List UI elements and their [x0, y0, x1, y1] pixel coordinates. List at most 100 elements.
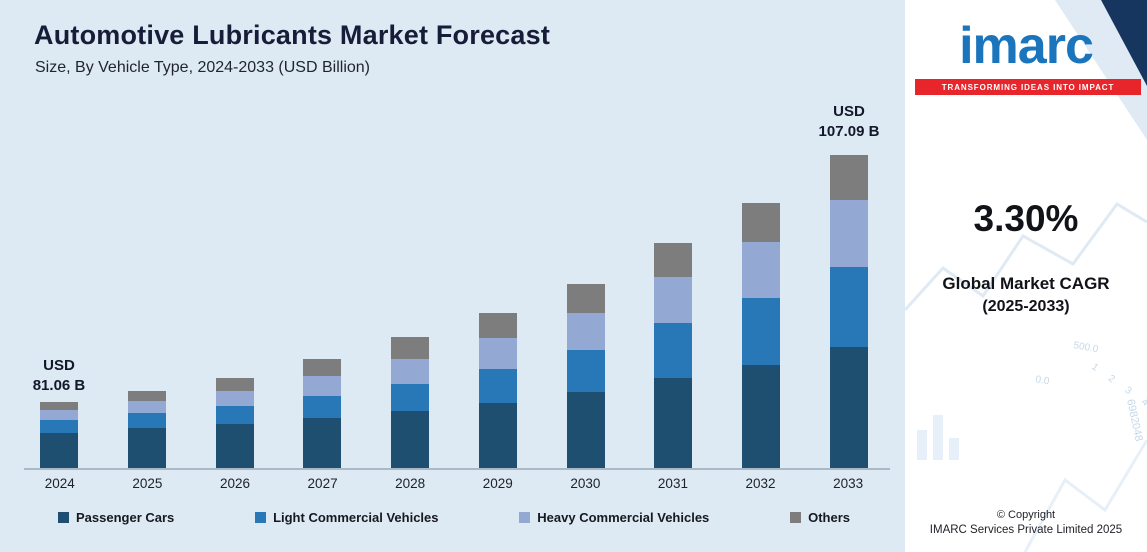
bar-segment-others [742, 203, 781, 242]
annotation-usd-2024-line2: 81.06 B [32, 377, 86, 394]
x-axis-label: 2030 [570, 476, 601, 491]
chart-legend: Passenger Cars Light Commercial Vehicles H… [58, 510, 850, 525]
bar-segment-heavy-commercial-vehicles [566, 313, 605, 350]
bar-segment-heavy-commercial-vehicles [478, 338, 517, 369]
bar-segment-others [215, 378, 254, 391]
x-axis-label: 2025 [132, 476, 163, 491]
legend-swatch [255, 512, 267, 523]
cagr-period: (2025-2033) [982, 298, 1070, 315]
imarc-logo: imarc [959, 17, 1094, 75]
page-title: Automotive Lubricants Market Forecast [34, 20, 551, 50]
bar-segment-light-commercial-vehicles [127, 413, 166, 428]
deco-number-max: 500.0 [1072, 340, 1099, 355]
deco-bar-3 [949, 438, 959, 460]
bar-2032 [742, 203, 781, 468]
legend-label: Passenger Cars [76, 510, 175, 525]
bar-segment-others [40, 402, 78, 410]
bar-segment-light-commercial-vehicles [478, 369, 517, 403]
bar-segment-heavy-commercial-vehicles [127, 401, 166, 413]
bar-segment-heavy-commercial-vehicles [303, 376, 342, 396]
bar-segment-heavy-commercial-vehicles [829, 200, 868, 267]
bar-segment-light-commercial-vehicles [391, 384, 430, 411]
cagr-label: Global Market CAGR [942, 274, 1110, 293]
legend-item: Heavy Commercial Vehicles [519, 510, 709, 525]
x-axis-label: 2033 [833, 476, 864, 491]
annotation-usd-2033-line2: 107.09 B [818, 123, 880, 140]
x-axis-label: 2024 [44, 476, 75, 491]
bar-segment-light-commercial-vehicles [303, 396, 342, 418]
bar-segment-light-commercial-vehicles [40, 420, 78, 433]
x-axis-label: 2028 [395, 476, 426, 491]
cagr-value: 3.30% [973, 198, 1079, 239]
bar-segment-others [391, 337, 430, 359]
bar-segment-passenger-cars [391, 411, 430, 468]
deco-navy-corner [1101, 0, 1147, 86]
chart-section: Automotive Lubricants Market Forecast Si… [0, 0, 905, 552]
bar-segment-passenger-cars [478, 403, 517, 468]
x-axis-labels: 2024 2025 2026 2027 2028 2029 2030 2031 2032 2033 [16, 476, 892, 491]
right-panel: 500.0 0.0 1 2 3 4 5 6982048 imarc TRANSF… [905, 0, 1147, 552]
legend-label: Others [808, 510, 850, 525]
deco-number-min: 0.0 [1034, 374, 1050, 387]
copyright-line2: IMARC Services Private Limited 2025 [929, 524, 1123, 536]
bar-2033 [829, 155, 868, 468]
x-axis-label: 2029 [482, 476, 513, 491]
bar-segment-others [303, 359, 342, 376]
bar-segment-others [829, 155, 868, 200]
bar-segment-others [127, 391, 166, 401]
annotation-usd-2024: USD 81.06 B [11, 356, 107, 396]
annotation-usd-2033-line1: USD [833, 103, 865, 120]
bar-segment-passenger-cars [40, 433, 78, 468]
imarc-logo-block: imarc TRANSFORMING IDEAS INTO IMPACT [905, 17, 1147, 96]
bar-2030 [566, 284, 605, 468]
deco-line-chart [905, 202, 1147, 312]
deco-bar-1 [917, 430, 927, 460]
bar-segment-heavy-commercial-vehicles [742, 242, 781, 298]
bar-2026 [215, 378, 254, 468]
bar-segment-passenger-cars [742, 365, 781, 468]
legend-swatch [519, 512, 531, 523]
copyright-block: © Copyright IMARC Services Private Limit… [905, 509, 1147, 536]
bar-segment-others [566, 284, 605, 313]
imarc-tagline-banner: TRANSFORMING IDEAS INTO IMPACT [915, 79, 1141, 96]
bar-segment-heavy-commercial-vehicles [40, 410, 78, 420]
bar-segment-heavy-commercial-vehicles [391, 359, 430, 384]
bar-segment-light-commercial-vehicles [215, 406, 254, 424]
bar-2027 [303, 359, 342, 468]
bar-segment-passenger-cars [829, 347, 868, 468]
bar-2029 [478, 313, 517, 468]
bar-segment-others [654, 243, 693, 277]
cagr-block: 3.30% Global Market CAGR (2025-2033) [905, 198, 1147, 316]
legend-item: Others [790, 510, 850, 525]
legend-item: Passenger Cars [58, 510, 174, 525]
legend-label: Heavy Commercial Vehicles [537, 510, 710, 525]
bar-2031 [654, 243, 693, 468]
bar-2024 [40, 402, 78, 468]
copyright-line1: © Copyright [996, 509, 1056, 521]
deco-bar-2 [933, 415, 943, 460]
panel-decoration: 500.0 0.0 1 2 3 4 5 6982048 [905, 0, 1147, 552]
stacked-bar-chart [40, 133, 868, 468]
bar-segment-light-commercial-vehicles [742, 298, 781, 365]
deco-line-chart-2 [1023, 439, 1147, 552]
bar-segment-heavy-commercial-vehicles [215, 391, 254, 406]
bar-segment-passenger-cars [215, 424, 254, 468]
bar-segment-light-commercial-vehicles [566, 350, 605, 392]
x-axis-label: 2032 [745, 476, 776, 491]
x-axis-label: 2026 [219, 476, 250, 491]
bar-segment-passenger-cars [566, 392, 605, 468]
bar-2028 [391, 337, 430, 468]
bar-segment-passenger-cars [654, 378, 693, 468]
x-axis-label: 2031 [657, 476, 688, 491]
annotation-usd-2033: USD 107.09 B [801, 102, 897, 142]
legend-swatch [58, 512, 69, 523]
chart-subtitle: Size, By Vehicle Type, 2024-2033 (USD Bi… [35, 59, 370, 76]
bar-segment-light-commercial-vehicles [654, 323, 693, 378]
bar-2025 [127, 391, 166, 468]
bar-segment-light-commercial-vehicles [829, 267, 868, 347]
deco-light-band [1055, 0, 1147, 140]
bar-segment-others [478, 313, 517, 338]
legend-label: Light Commercial Vehicles [273, 510, 439, 525]
legend-item: Light Commercial Vehicles [255, 510, 439, 525]
